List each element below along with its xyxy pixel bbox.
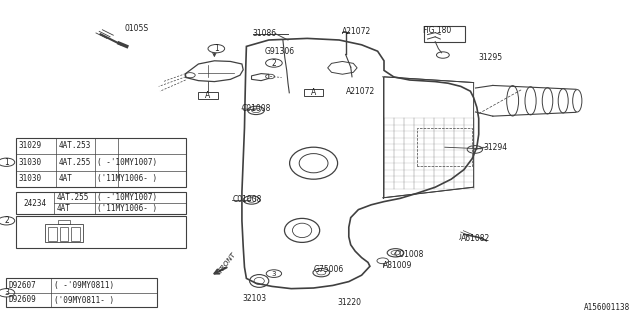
Text: D92609: D92609 [9, 295, 36, 305]
Text: A81009: A81009 [383, 261, 412, 270]
Text: D92607: D92607 [9, 281, 36, 290]
Text: 31086: 31086 [253, 29, 277, 38]
Text: 31295: 31295 [479, 53, 503, 62]
Text: G75006: G75006 [314, 265, 344, 274]
Text: 3: 3 [4, 288, 9, 297]
Text: 0105S: 0105S [125, 24, 149, 33]
Text: 31294: 31294 [483, 143, 508, 152]
Text: 31030: 31030 [19, 174, 42, 183]
Bar [48, 227, 57, 241]
Bar [304, 89, 323, 96]
Text: A: A [311, 88, 316, 97]
Text: 2: 2 [4, 216, 9, 225]
Bar [424, 26, 465, 42]
Circle shape [0, 217, 15, 225]
Text: C01008: C01008 [394, 250, 424, 259]
Circle shape [266, 59, 282, 67]
Text: 31030: 31030 [19, 158, 42, 167]
Text: A21072: A21072 [342, 28, 372, 36]
Text: ('11MY1006- ): ('11MY1006- ) [97, 174, 157, 183]
Bar [198, 92, 218, 99]
Text: ( -'09MY0811): ( -'09MY0811) [54, 281, 114, 290]
Text: 4AT.255: 4AT.255 [59, 158, 92, 167]
Text: 4AT.255: 4AT.255 [57, 193, 90, 202]
Text: 4AT: 4AT [59, 174, 73, 183]
Text: 2: 2 [271, 59, 276, 68]
Text: 4AT: 4AT [57, 204, 71, 213]
Text: ( -'10MY1007): ( -'10MY1007) [97, 158, 157, 167]
Text: 31220: 31220 [337, 298, 362, 307]
Text: C01008: C01008 [232, 196, 262, 204]
Bar [6, 278, 157, 307]
Text: 31029: 31029 [19, 141, 42, 150]
Bar [45, 224, 83, 242]
Text: A61082: A61082 [461, 234, 490, 243]
Bar [58, 220, 70, 224]
Bar [16, 138, 186, 187]
Text: G91306: G91306 [264, 47, 294, 56]
Circle shape [0, 158, 15, 166]
Text: A21072: A21072 [346, 87, 375, 96]
Text: A156001138: A156001138 [584, 303, 630, 312]
Text: ( -'10MY1007): ( -'10MY1007) [97, 193, 157, 202]
Bar [16, 192, 186, 214]
Text: FIG.180: FIG.180 [422, 26, 452, 35]
Bar [16, 216, 186, 248]
Text: 1: 1 [4, 158, 9, 167]
Text: A: A [205, 91, 211, 100]
Text: 3: 3 [271, 271, 276, 276]
Circle shape [208, 44, 225, 53]
Text: C01008: C01008 [242, 104, 271, 113]
Text: 1: 1 [214, 44, 219, 53]
Bar [60, 227, 68, 241]
Text: 24234: 24234 [24, 199, 47, 208]
Text: ('09MY0811- ): ('09MY0811- ) [54, 295, 114, 305]
Text: 4AT.253: 4AT.253 [59, 141, 92, 150]
Text: FRONT: FRONT [218, 251, 237, 274]
Bar [71, 227, 80, 241]
Circle shape [266, 270, 282, 277]
Circle shape [0, 289, 15, 297]
Text: 32103: 32103 [242, 294, 266, 303]
Text: ('11MY1006- ): ('11MY1006- ) [97, 204, 157, 213]
